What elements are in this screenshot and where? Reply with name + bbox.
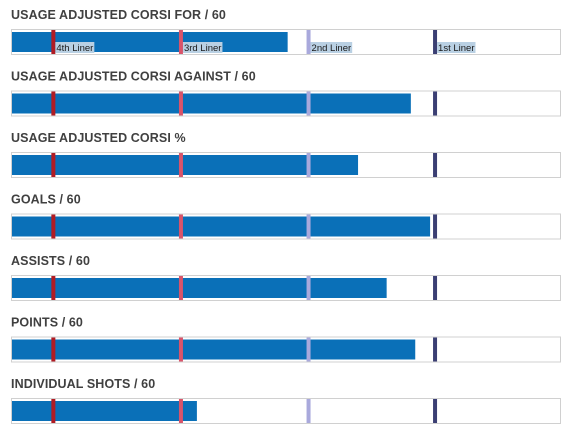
metric-title: USAGE ADJUSTED CORSI FOR / 60 — [11, 8, 226, 22]
marker-label: 3rd Liner — [184, 43, 222, 54]
marker-line — [51, 399, 56, 423]
metric-title: USAGE ADJUSTED CORSI % — [11, 131, 186, 145]
marker-line — [306, 276, 311, 300]
metric-title: ASSISTS / 60 — [11, 254, 90, 268]
marker-line — [306, 214, 311, 239]
metric-bar — [12, 155, 359, 175]
marker-line — [178, 30, 183, 54]
marker-line — [178, 91, 183, 116]
marker-line — [51, 153, 56, 177]
metric-title: USAGE ADJUSTED CORSI AGAINST / 60 — [11, 70, 256, 84]
marker-label-bg — [437, 42, 476, 53]
marker-line — [433, 399, 438, 423]
marker-label-bg — [182, 42, 223, 53]
marker-label: 4th Liner — [56, 43, 93, 54]
metric-title: POINTS / 60 — [11, 316, 83, 330]
marker-line — [178, 153, 183, 177]
metric-bar — [12, 401, 197, 421]
marker-line — [51, 337, 56, 362]
marker-line — [433, 276, 438, 300]
marker-line — [433, 214, 438, 239]
metric-bar — [12, 216, 431, 237]
marker-label-bg — [310, 42, 353, 53]
marker-label: 2nd Liner — [312, 43, 352, 54]
marker-line — [306, 337, 311, 362]
metric-title: GOALS / 60 — [11, 193, 81, 207]
marker-line — [306, 91, 311, 116]
marker-line — [51, 214, 56, 239]
marker-line — [306, 153, 311, 177]
metric-title: INDIVIDUAL SHOTS / 60 — [11, 377, 155, 391]
marker-line — [51, 91, 56, 116]
metric-bar — [12, 339, 416, 360]
marker-line — [178, 214, 183, 239]
marker-line — [306, 399, 311, 423]
marker-line — [306, 30, 311, 54]
marker-line — [433, 30, 438, 54]
marker-label: 1st Liner — [438, 43, 474, 54]
marker-line — [433, 337, 438, 362]
marker-line — [433, 91, 438, 116]
marker-line — [178, 276, 183, 300]
marker-label-bg — [55, 42, 95, 53]
marker-line — [178, 399, 183, 423]
metric-bar — [12, 93, 411, 114]
marker-line — [51, 276, 56, 300]
marker-line — [51, 30, 56, 54]
marker-line — [433, 153, 438, 177]
marker-line — [178, 337, 183, 362]
metric-bar — [12, 278, 387, 298]
